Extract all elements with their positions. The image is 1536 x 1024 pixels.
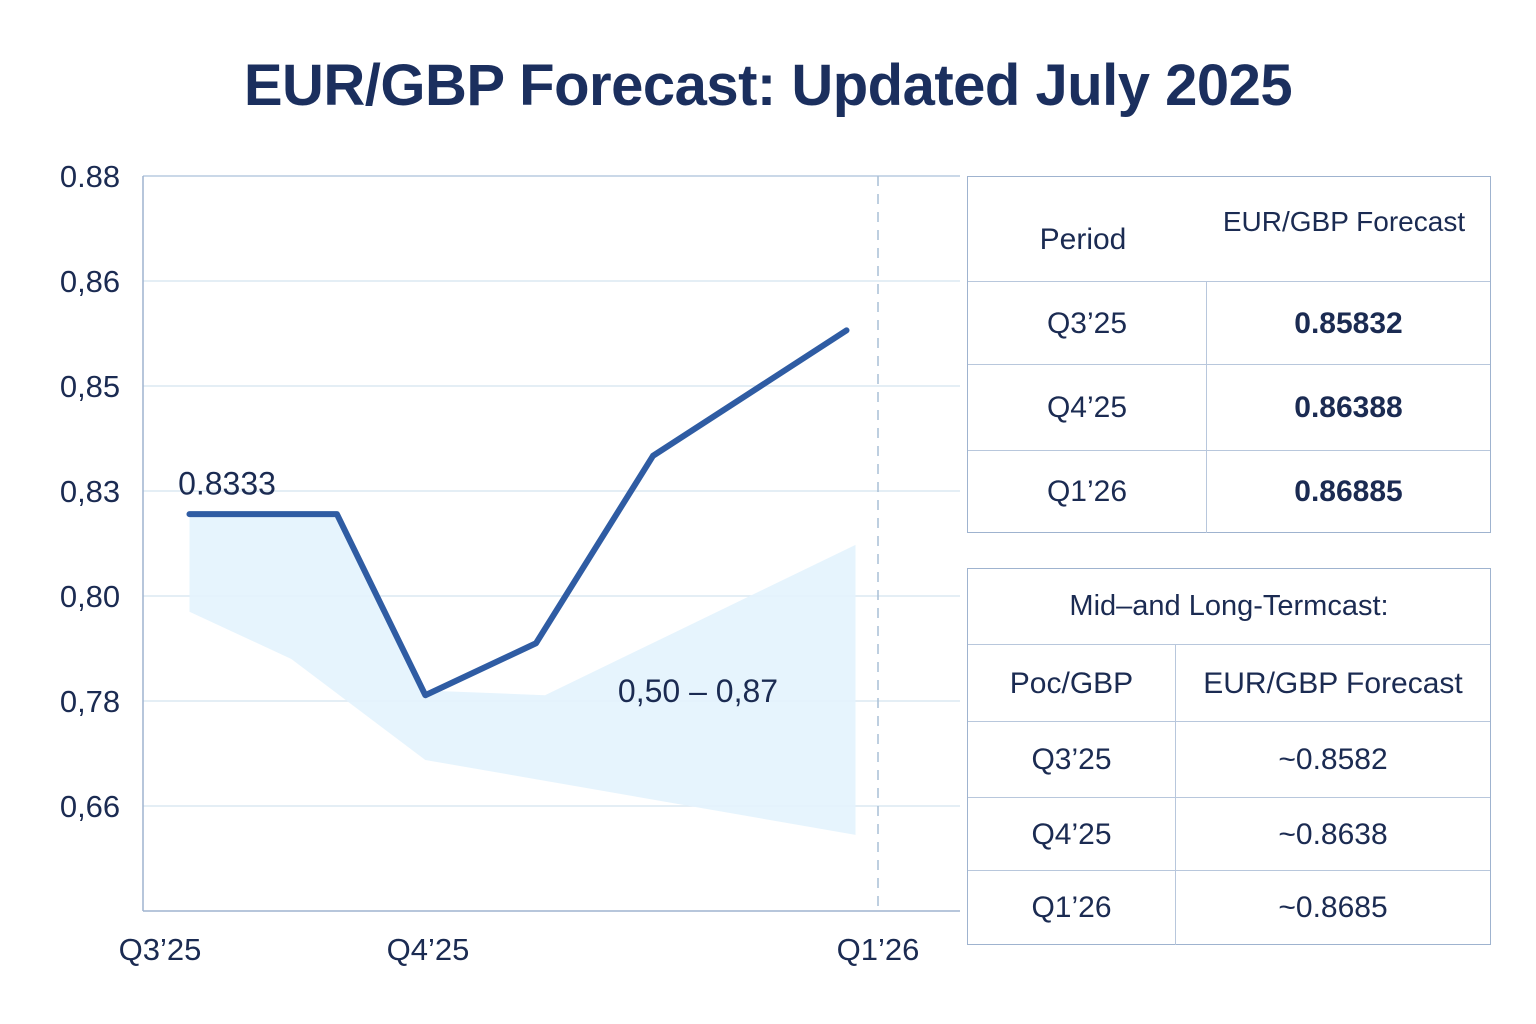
period-cell: Q1’26 <box>1031 891 1112 924</box>
y-tick-label: 0,86 <box>60 264 120 299</box>
period-cell: Q4’25 <box>1046 391 1128 424</box>
line-chart: 0.88 0,86 0,85 0,83 0,80 0,78 0,66 0.8333 0,50 –… <box>60 159 960 967</box>
table-header-row: Poc/GBP EUR/GBP Forecast <box>968 644 1490 722</box>
table-row: Q4’25 0.86388 <box>968 364 1490 451</box>
table-row: Q1’26 ~0.8685 <box>968 870 1490 945</box>
header-forecast: EUR/GBP Forecast <box>1175 645 1490 722</box>
annotation-label: 0,50 – 0,87 <box>618 673 778 709</box>
header-period: Period <box>1039 223 1127 256</box>
period-cell: Q4’25 <box>1031 817 1112 851</box>
table-header-row: Period EUR/GBP Forecast <box>968 177 1490 281</box>
forecast-cell: ~0.8685 <box>1175 871 1490 945</box>
x-tick-label: Q4’25 <box>387 932 470 967</box>
y-tick-label: 0,85 <box>60 369 120 404</box>
forecast-cell: ~0.8582 <box>1175 722 1490 798</box>
table-title: Mid–and Long-Termcast: <box>1069 590 1389 622</box>
x-tick-label: Q3’25 <box>119 932 202 967</box>
table-row: Q3’25 ~0.8582 <box>968 721 1490 798</box>
y-tick-label: 0,80 <box>60 579 120 614</box>
forecast-cell: 0.86885 <box>1206 451 1490 533</box>
table-title-row: Mid–and Long-Termcast: <box>968 569 1490 644</box>
table-row: Q1’26 0.86885 <box>968 450 1490 533</box>
header-pair: Poc/GBP <box>1009 666 1134 700</box>
table-row: Q3’25 0.85832 <box>968 281 1490 365</box>
forecast-cell: 0.85832 <box>1206 282 1490 365</box>
annotation-label: 0.8333 <box>178 466 276 502</box>
y-tick-label: 0,83 <box>60 474 120 509</box>
forecast-table: Period EUR/GBP Forecast Q3’25 0.85832 Q4… <box>967 176 1491 533</box>
forecast-line <box>186 327 850 699</box>
x-tick-label: Q1’26 <box>837 932 920 967</box>
period-cell: Q3’25 <box>1046 306 1128 340</box>
forecast-range-band <box>189 514 856 835</box>
header-forecast: EUR/GBP Forecast <box>1222 206 1466 237</box>
chart-title: EUR/GBP Forecast: Updated July 2025 <box>243 53 1293 118</box>
period-cell: Q1’26 <box>1046 475 1128 508</box>
forecast-cell: 0.86388 <box>1206 365 1490 451</box>
y-tick-label: 0.88 <box>60 159 120 194</box>
period-cell: Q3’25 <box>1031 743 1112 776</box>
y-tick-label: 0,66 <box>60 789 120 824</box>
forecast-cell: ~0.8638 <box>1175 798 1490 871</box>
y-tick-label: 0,78 <box>60 684 120 719</box>
table-row: Q4’25 ~0.8638 <box>968 797 1490 871</box>
long-term-table: Mid–and Long-Termcast: Poc/GBP EUR/GBP F… <box>967 568 1491 945</box>
